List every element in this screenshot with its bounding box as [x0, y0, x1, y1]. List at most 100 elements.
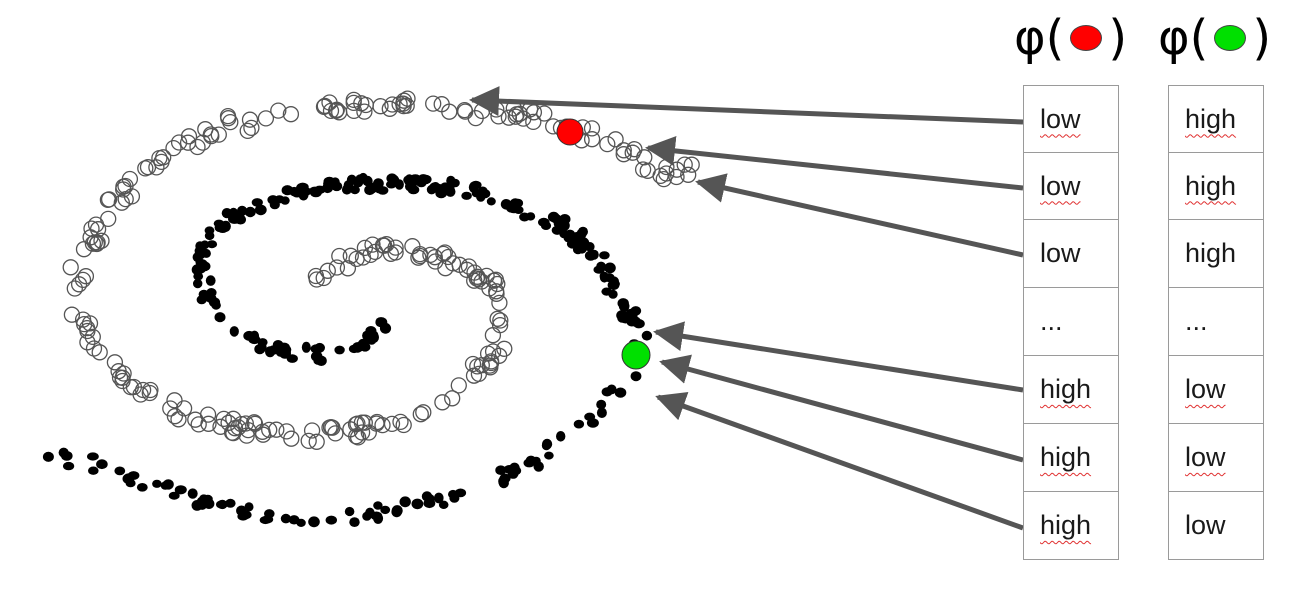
open-circle-point [456, 101, 473, 119]
filled-dot-point [214, 312, 226, 323]
filled-dot-point [174, 485, 187, 495]
filled-dot-point [616, 310, 628, 321]
open-circle-point [485, 272, 503, 289]
open-circle-point [322, 418, 340, 436]
filled-dot-point [513, 198, 524, 208]
open-circle-point [484, 327, 502, 344]
filled-dot-point [152, 479, 162, 488]
filled-dot-point [551, 225, 563, 235]
open-circle-point [511, 105, 528, 122]
filled-dot-point [375, 317, 388, 328]
filled-dot-point [308, 516, 320, 528]
arrow-1 [469, 86, 1024, 125]
filled-dot-point [578, 226, 588, 237]
green-dot-icon [1214, 25, 1247, 51]
open-circle-point [583, 120, 601, 137]
open-circle-point [268, 421, 285, 438]
open-circle-point [115, 365, 132, 382]
open-circle-point [415, 404, 432, 421]
open-circle-point [153, 153, 170, 171]
phi-red-suffix: ) [1108, 10, 1128, 66]
filled-dot-point [240, 510, 252, 520]
cell-text: low [1185, 374, 1226, 404]
filled-dot-point [265, 346, 276, 358]
cell-text: high [1040, 442, 1092, 472]
filled-dot-point [343, 180, 354, 191]
open-circle-point [220, 110, 237, 127]
open-circle-point [79, 334, 96, 351]
open-circle-point [194, 134, 211, 151]
cell-text: low [1040, 170, 1081, 201]
open-circle-point [316, 97, 333, 115]
arrow-4 [653, 321, 1024, 393]
open-circle-point [303, 422, 321, 439]
open-circle-point [243, 119, 260, 137]
open-circle-point [187, 411, 204, 428]
filled-dot-point [362, 175, 373, 187]
open-circle-point [115, 178, 132, 195]
filled-dot-point [301, 341, 311, 353]
arrows [469, 86, 1024, 531]
open-circle-point [536, 105, 553, 122]
filled-dot-point [353, 177, 364, 188]
filled-dot-point [296, 518, 306, 528]
red-marker-point [556, 118, 584, 146]
open-circle-point [491, 316, 509, 334]
filled-dot-point [136, 483, 148, 492]
table-cell: high [1024, 424, 1118, 492]
open-circle-point [74, 271, 92, 289]
open-circle-point [383, 415, 401, 433]
open-circle-point [122, 379, 139, 396]
filled-dot-point [244, 206, 256, 218]
filled-dot-point [443, 183, 455, 194]
open-circle-point [100, 191, 118, 208]
open-circle-point [241, 111, 259, 128]
open-circle-point [66, 280, 83, 297]
open-circle-point [668, 168, 685, 186]
open-circle-point [180, 128, 198, 145]
filled-dot-point [168, 491, 180, 500]
open-circle-point [239, 122, 256, 140]
open-circle-point [345, 94, 362, 112]
filled-dot-point [206, 288, 217, 298]
table-cell: high [1169, 86, 1263, 153]
filled-dot-point [194, 246, 206, 256]
filled-dot-point [604, 262, 616, 274]
filled-dot-point [519, 212, 530, 222]
filled-dot-point [217, 499, 228, 510]
open-circle-point [88, 235, 105, 253]
cell-text: low [1185, 442, 1226, 472]
open-circle-point [398, 97, 415, 114]
open-circle-point [354, 249, 372, 266]
open-circle-point [315, 269, 332, 287]
table-cell: low [1169, 424, 1263, 492]
filled-dot-point [373, 501, 383, 510]
filled-dot-point [330, 177, 340, 187]
table-cell: high [1169, 153, 1263, 220]
filled-dot-point [96, 459, 108, 470]
open-circle-point [460, 258, 478, 275]
phi-red-header: φ( ) [1014, 6, 1127, 70]
table-cell: ... [1169, 288, 1263, 356]
open-circle-point [489, 275, 506, 293]
filled-dot-point [125, 479, 136, 488]
filled-dot-point [249, 332, 260, 343]
open-circle-point [349, 415, 366, 432]
filled-dot-point [399, 496, 411, 508]
open-circle-point [496, 340, 513, 357]
filled-dot-point [523, 458, 535, 468]
phi-green-table: high high high... low low low [1168, 85, 1264, 560]
open-circle-point [189, 138, 206, 156]
cell-text: high [1040, 374, 1092, 404]
cell-text: high [1185, 170, 1237, 201]
cell-text: high [1040, 510, 1092, 540]
filled-dot-point [63, 461, 75, 471]
filled-dot-point [499, 473, 511, 484]
filled-dot-point [229, 326, 239, 337]
open-circle-point [111, 369, 129, 386]
open-circle-point [683, 156, 700, 173]
filled-dot-point [373, 513, 384, 524]
open-circle-point [356, 414, 373, 431]
filled-dot-point [365, 326, 377, 335]
open-circle-point [93, 232, 110, 249]
